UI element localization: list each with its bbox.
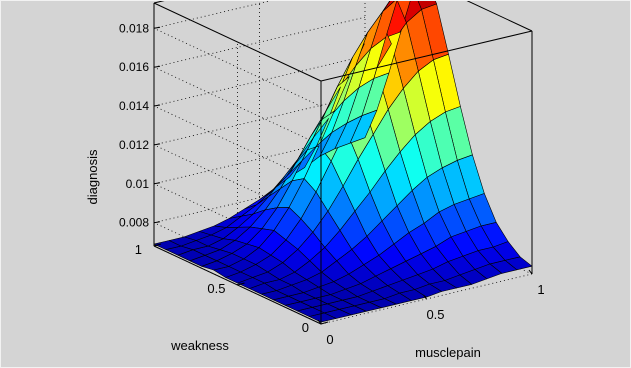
z-tick-label: 0.008 bbox=[119, 216, 149, 230]
z-tick-label: 0.01 bbox=[126, 177, 150, 191]
z-gridline bbox=[153, 16, 366, 68]
y-tick bbox=[237, 282, 245, 286]
z-tick-label: 0.012 bbox=[119, 138, 149, 152]
z-tick bbox=[153, 182, 161, 185]
x-tick bbox=[528, 269, 533, 275]
x-tick bbox=[317, 319, 322, 325]
axes-box-front bbox=[320, 1, 533, 324]
box-edge bbox=[153, 1, 165, 4]
surface-mesh bbox=[153, 1, 533, 323]
box-edge bbox=[153, 2, 322, 82]
z-tick-label: 0.018 bbox=[119, 21, 149, 35]
y-tick-label: 0.5 bbox=[207, 281, 225, 296]
box-edge-front bbox=[320, 30, 533, 82]
y-tick-label: 0 bbox=[302, 320, 309, 335]
x-tick-label: 0 bbox=[326, 332, 333, 347]
xlabel: musclepain bbox=[415, 345, 481, 360]
z-tick bbox=[153, 221, 161, 224]
z-tick-label: 0.014 bbox=[119, 99, 149, 113]
z-tick-label: 0.016 bbox=[119, 60, 149, 74]
z-tick bbox=[153, 143, 161, 146]
z-gridline bbox=[153, 66, 322, 146]
surface-patch bbox=[417, 1, 437, 10]
z-tick bbox=[153, 104, 161, 107]
surface-patch bbox=[153, 240, 182, 250]
ylabel: weakness bbox=[170, 338, 229, 353]
y-tick bbox=[320, 321, 329, 325]
x-tick-label: 1 bbox=[537, 282, 544, 297]
z-gridline bbox=[153, 27, 322, 107]
z-gridline bbox=[153, 144, 322, 224]
z-tick bbox=[153, 26, 161, 29]
box-edge-front bbox=[466, 1, 533, 32]
x-tick bbox=[423, 294, 427, 300]
y-tick-label: 1 bbox=[135, 242, 142, 257]
zlabel: diagnosis bbox=[85, 149, 100, 204]
z-tick bbox=[153, 65, 161, 68]
y-tick bbox=[153, 243, 162, 247]
x-tick-label: 0.5 bbox=[426, 307, 444, 322]
tick-labels: 0.008 0.01 0.012 0.014 0.016 0.018 0 0.5 1 0 0.5 1 bbox=[119, 21, 545, 347]
